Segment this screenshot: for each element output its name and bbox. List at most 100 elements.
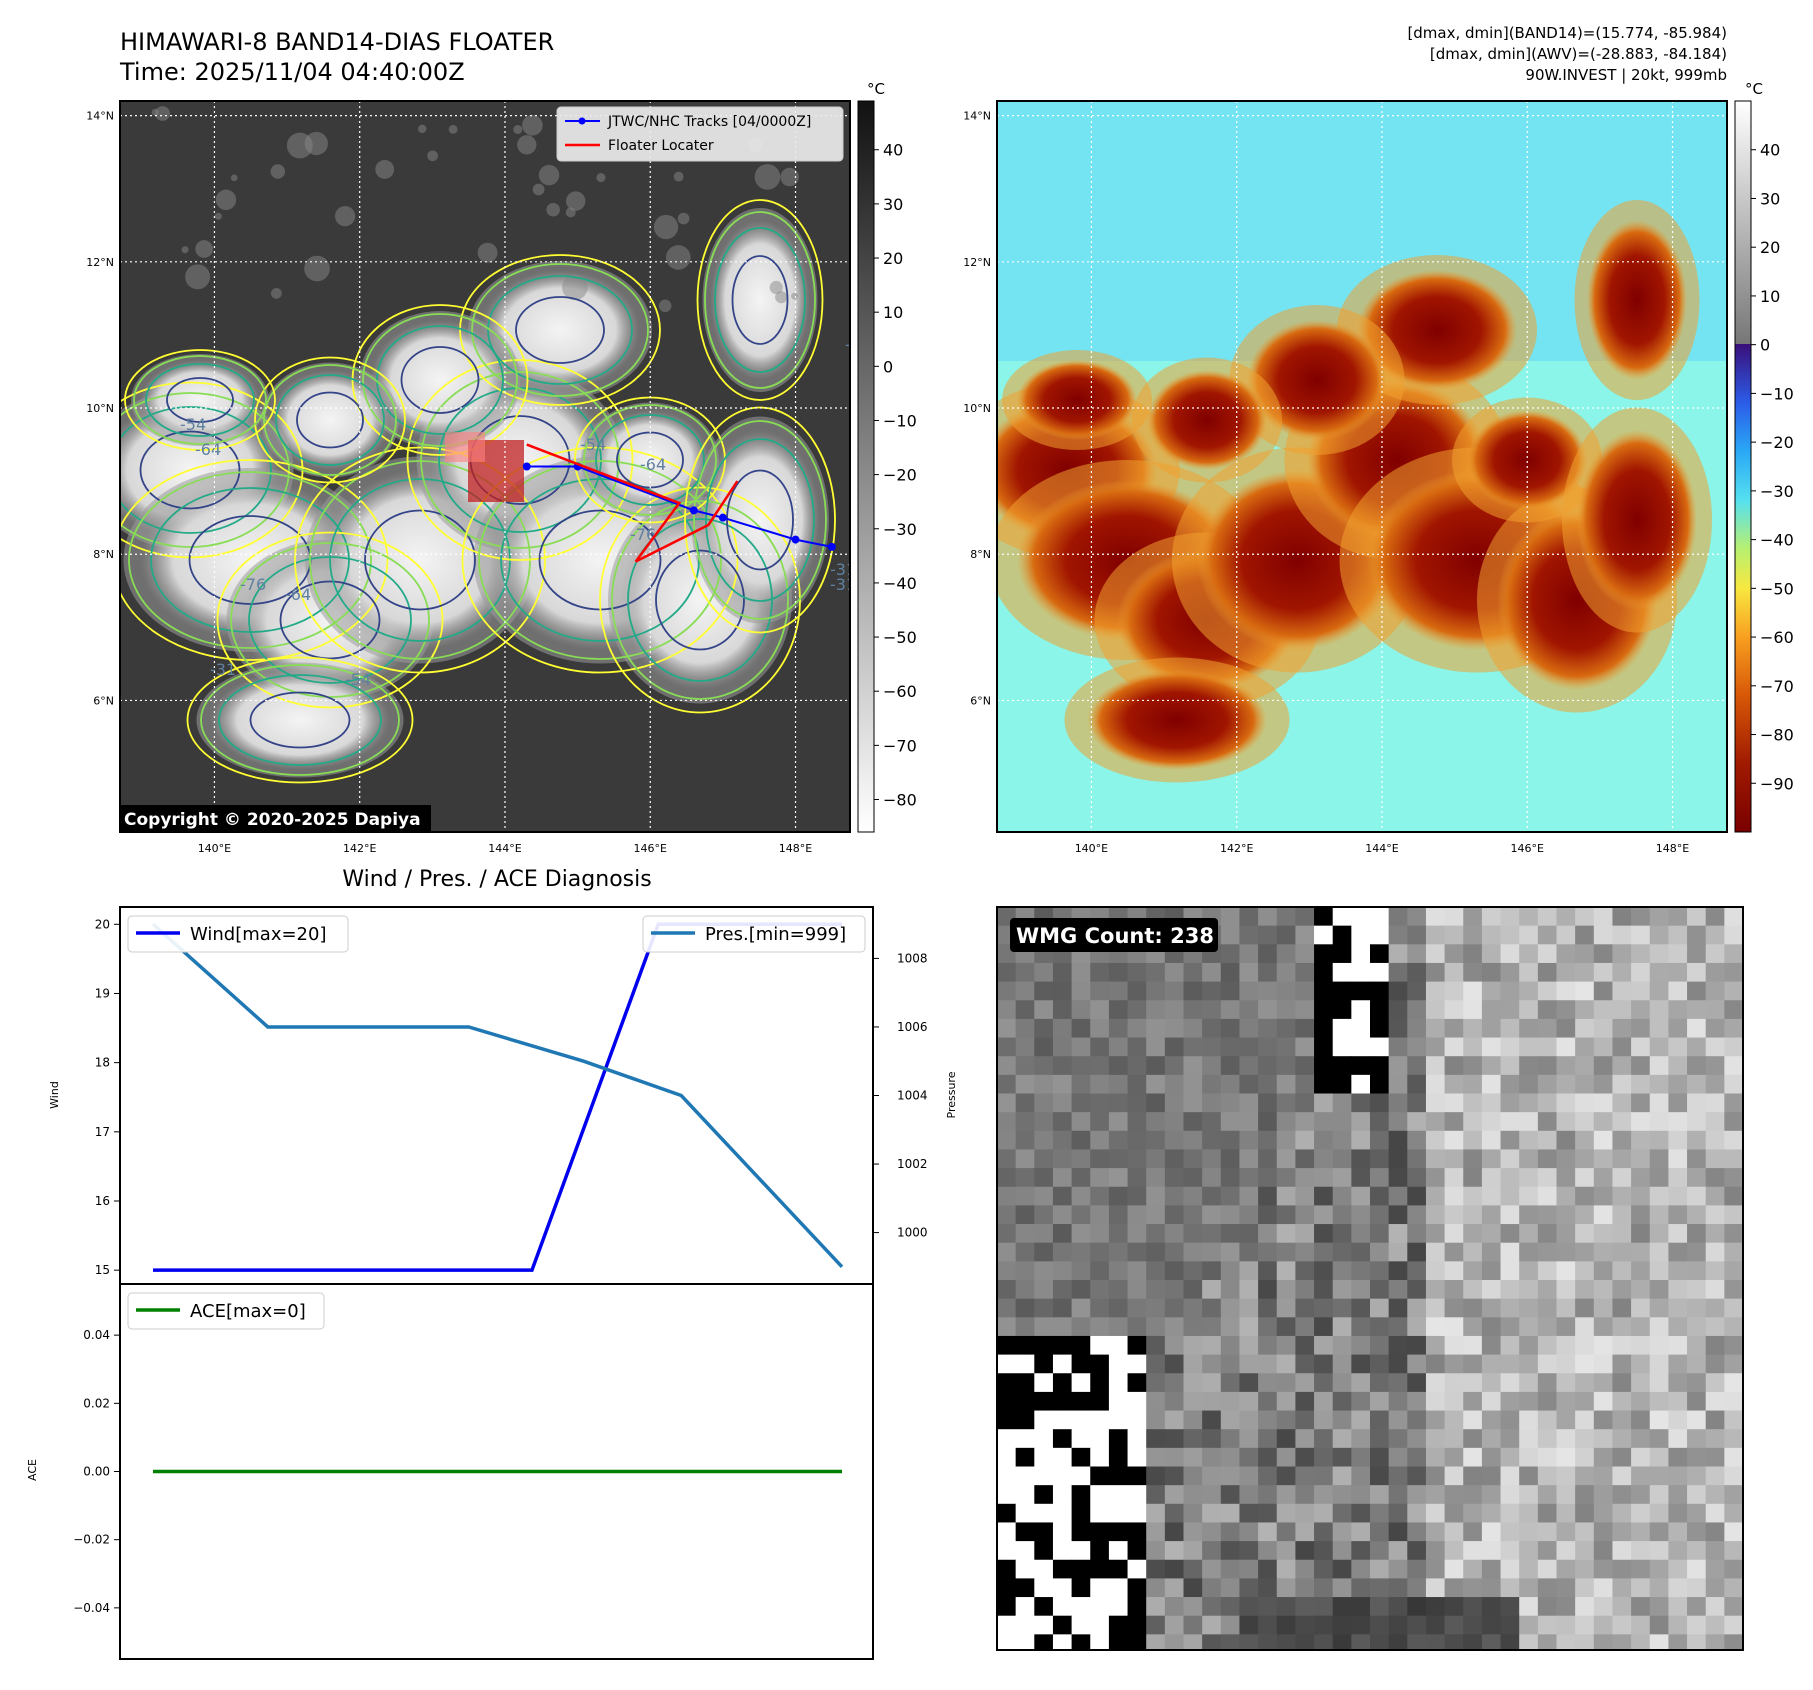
wmg-cell	[1015, 1335, 1035, 1356]
wmg-cell	[1015, 1149, 1035, 1169]
wmg-cell	[1631, 1503, 1651, 1523]
wmg-cell	[1463, 1224, 1483, 1244]
wmg-cell	[1556, 1074, 1576, 1094]
lon-tick-label: 140°E	[1075, 842, 1108, 855]
wmg-cell	[1295, 1168, 1315, 1188]
wmg-cell	[997, 1485, 1017, 1505]
wmg-cell	[1220, 925, 1240, 945]
wmg-cell	[1724, 1074, 1743, 1094]
wmg-cell	[1481, 1093, 1502, 1113]
wmg-cell	[1593, 1429, 1613, 1449]
wmg-cell	[1220, 1466, 1240, 1486]
wmg-cell	[1370, 1578, 1390, 1598]
wmg-cell	[997, 1522, 1017, 1542]
wmg-cell	[1519, 1130, 1539, 1150]
wmg-cell	[1668, 1224, 1688, 1244]
wmg-cell	[1537, 1037, 1557, 1057]
wmg-cell	[1332, 1597, 1352, 1617]
wmg-cell	[1239, 1503, 1259, 1523]
wmg-cell	[1258, 1317, 1278, 1337]
wmg-cell	[1575, 1317, 1595, 1337]
wmg-cell	[1332, 981, 1352, 1001]
wmg-count-label: WMG Count: 238	[1016, 924, 1214, 948]
wmg-cell	[1108, 1000, 1129, 1020]
wmg-cell	[1668, 1149, 1688, 1169]
wmg-cell	[1724, 1410, 1743, 1430]
wmg-cell	[1481, 1242, 1502, 1262]
ace-tick-label: 0.04	[83, 1328, 110, 1342]
wmg-cell	[1500, 1634, 1520, 1650]
wmg-cell	[1239, 1485, 1259, 1505]
ace-axis-label: ACE	[26, 1459, 39, 1481]
wmg-cell	[1724, 1298, 1743, 1318]
wmg-cell	[1090, 1597, 1110, 1617]
wmg-cell	[1146, 1298, 1166, 1318]
wmg-cell	[1258, 1093, 1278, 1113]
wmg-cell	[1388, 1280, 1408, 1300]
wmg-cell	[1519, 1074, 1539, 1094]
wmg-cell	[1258, 1280, 1278, 1300]
wmg-cell	[1295, 1615, 1315, 1635]
wmg-cell	[1537, 1186, 1557, 1206]
wmg-cell	[1258, 1354, 1278, 1374]
wmg-cell	[997, 1298, 1017, 1318]
wmg-cell	[1220, 1410, 1240, 1430]
wmg-cell	[1295, 1391, 1315, 1412]
wmg-cell	[1631, 1559, 1651, 1579]
wmg-cell	[1444, 1447, 1464, 1467]
wmg-cell	[1575, 1130, 1595, 1150]
wmg-cell	[1575, 1410, 1595, 1430]
track-point	[689, 506, 698, 515]
wmg-cell	[1444, 907, 1464, 927]
wmg-cell	[1631, 1168, 1651, 1188]
wmg-cell	[1370, 1074, 1390, 1094]
wmg-cell	[997, 981, 1017, 1001]
wmg-cell	[1668, 1559, 1688, 1579]
wmg-cell	[1407, 1634, 1427, 1650]
wmg-cell	[1202, 1112, 1222, 1132]
wmg-cell	[1071, 1335, 1091, 1356]
wmg-cell	[1183, 1112, 1203, 1132]
wmg-cell	[1295, 1000, 1315, 1020]
wmg-cell	[1183, 1130, 1203, 1150]
wmg-cell	[1687, 1335, 1707, 1356]
wmg-cell	[1463, 1205, 1483, 1225]
wmg-cell	[1314, 1224, 1334, 1244]
wmg-cell	[1314, 1429, 1334, 1449]
wmg-cell	[1425, 1447, 1446, 1467]
wmg-cell	[1593, 1597, 1613, 1617]
wmg-cell	[1668, 1298, 1688, 1318]
wmg-cell	[1612, 1615, 1632, 1635]
wmg-cell	[1351, 1093, 1371, 1113]
cloud-speckle	[181, 246, 189, 254]
wmg-cell	[1332, 1615, 1352, 1635]
wmg-cell	[1425, 1503, 1446, 1523]
wmg-cell	[1146, 1634, 1166, 1650]
wmg-cell	[1183, 1522, 1203, 1542]
wmg-cell	[1724, 1000, 1743, 1020]
info-awv-range: [dmax, dmin](AWV)=(-28.883, -84.184)	[1430, 45, 1727, 63]
wmg-cell	[1556, 1447, 1576, 1467]
wmg-cell	[1612, 1410, 1632, 1430]
wmg-cell	[1295, 1018, 1315, 1039]
wmg-cell	[1519, 1541, 1539, 1561]
wmg-cell	[1220, 1037, 1240, 1057]
wmg-cell	[1500, 1186, 1520, 1206]
wmg-cell	[1407, 1578, 1427, 1598]
wmg-cell	[1407, 1205, 1427, 1225]
wmg-cell	[1687, 1578, 1707, 1598]
wmg-cell	[1164, 1391, 1184, 1412]
wmg-cell	[1705, 1298, 1725, 1318]
wmg-cell	[1090, 1485, 1110, 1505]
wmg-cell	[1687, 1447, 1707, 1467]
wmg-cell	[1481, 1130, 1502, 1150]
wmg-cell	[1258, 1541, 1278, 1561]
wmg-cell	[1444, 925, 1464, 945]
colorbar-tick-label: −30	[1760, 482, 1794, 501]
wmg-cell	[1407, 1354, 1427, 1374]
wmg-cell	[1631, 1261, 1651, 1281]
wmg-cell	[1164, 1168, 1184, 1188]
wmg-cell	[1425, 1485, 1446, 1505]
jtwc-track	[522, 462, 836, 551]
wmg-cell	[1239, 1074, 1259, 1094]
